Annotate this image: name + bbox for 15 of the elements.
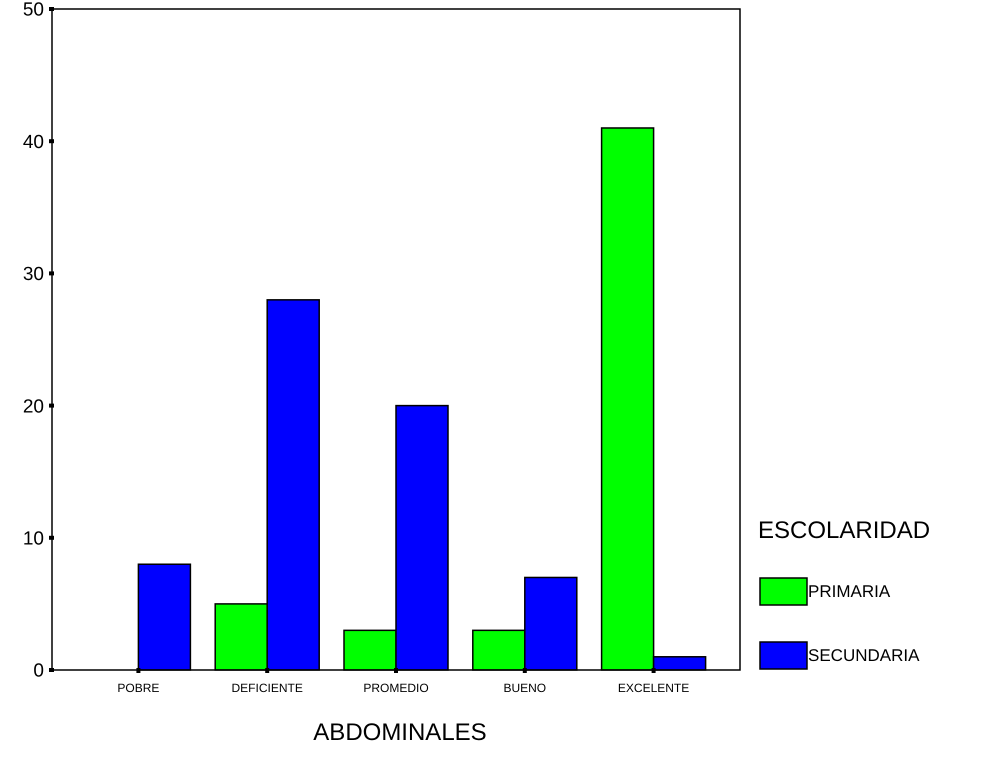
x-tick-label: PROMEDIO [363, 681, 429, 695]
x-tick-label: DEFICIENTE [232, 681, 303, 695]
y-tick-label: 30 [22, 264, 44, 286]
y-tick-label: 0 [33, 660, 44, 682]
y-tick-label: 40 [22, 132, 44, 153]
x-tick-label: POBRE [117, 681, 160, 695]
x-tick-label: BUENO [503, 681, 546, 695]
x-tick-label: EXCELENTE [618, 681, 690, 695]
y-tick-label: 10 [22, 528, 44, 550]
y-tick-label: 50 [22, 0, 44, 21]
legend-label: PRIMARIA [808, 582, 891, 601]
x-axis-title: ABDOMINALES [313, 719, 487, 746]
legend-title: ESCOLARIDAD [758, 517, 930, 544]
legend-label: SECUNDARIA [808, 646, 920, 665]
y-tick-label: 20 [22, 396, 44, 418]
